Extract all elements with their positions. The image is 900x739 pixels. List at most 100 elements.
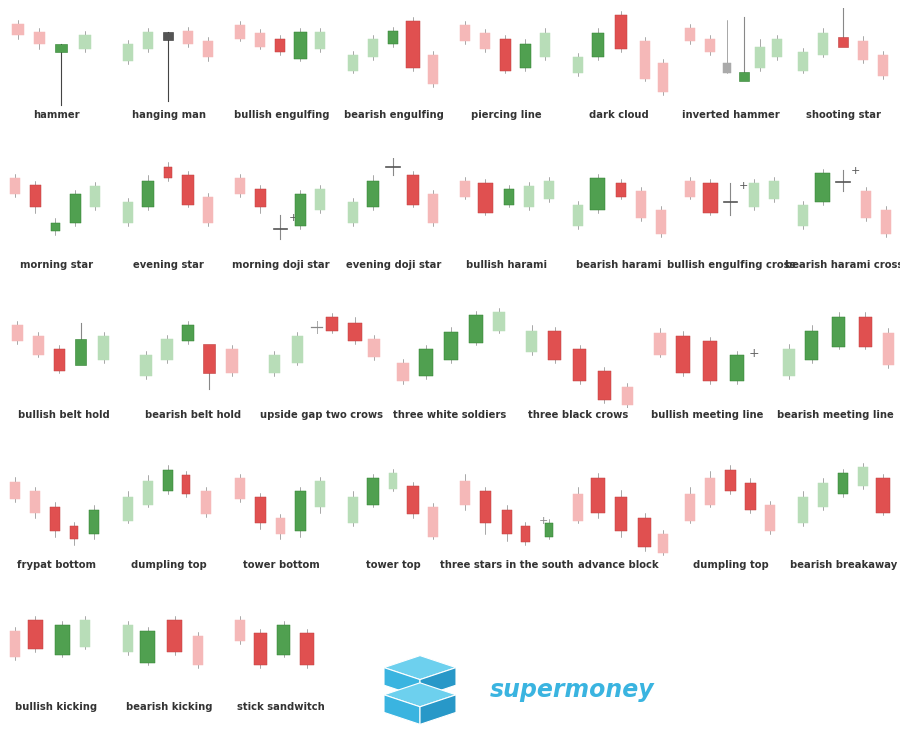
Bar [572,494,583,521]
Bar [98,336,109,360]
Bar [883,333,895,365]
Bar [182,175,194,205]
Bar [55,44,68,52]
Bar [255,497,266,523]
Text: bearish engulfing: bearish engulfing [344,110,444,120]
Text: +: + [749,347,760,360]
Bar [541,33,551,58]
Bar [878,55,888,76]
Text: frypat bottom: frypat bottom [17,560,95,570]
Text: three stars in the south: three stars in the south [439,560,573,570]
Bar [548,330,562,360]
Bar [749,183,759,208]
Text: tower bottom: tower bottom [243,560,320,570]
Bar [183,30,193,44]
Bar [235,178,246,194]
Text: inverted hammer: inverted hammer [682,110,780,120]
Bar [590,178,606,210]
Bar [544,180,554,200]
Bar [685,28,696,41]
Bar [122,44,133,61]
Bar [544,523,553,537]
Bar [202,491,211,514]
Bar [838,473,848,494]
Bar [122,625,133,652]
Bar [685,494,696,521]
Bar [182,475,191,494]
Bar [815,173,831,202]
Text: bearish meeting line: bearish meeting line [778,410,894,420]
Bar [367,180,379,208]
Bar [10,482,21,500]
Bar [622,386,634,405]
Bar [658,534,668,553]
Bar [723,63,731,73]
Bar [275,38,285,52]
Bar [161,338,173,360]
Bar [703,341,716,381]
Bar [739,72,749,81]
Bar [500,38,511,71]
Bar [316,480,326,508]
Bar [572,205,583,226]
Bar [724,470,736,491]
Text: dumpling top: dumpling top [130,560,207,570]
Polygon shape [384,667,420,697]
Bar [91,186,101,208]
Bar [407,486,418,514]
Bar [367,478,379,505]
Bar [407,175,418,205]
Bar [428,194,438,223]
Text: advance block: advance block [579,560,659,570]
Bar [183,325,194,341]
Bar [703,183,718,213]
Bar [706,478,716,505]
Bar [164,167,172,178]
Bar [591,478,605,513]
Bar [140,630,156,663]
Bar [638,518,652,548]
Bar [12,24,23,35]
Bar [301,633,314,665]
Bar [616,497,627,531]
Bar [193,636,203,665]
Text: +: + [739,181,748,191]
Bar [524,186,534,208]
Polygon shape [420,695,456,724]
Text: morning star: morning star [20,260,93,270]
Bar [55,625,69,655]
Bar [783,350,795,376]
Text: bearish breakaway: bearish breakaway [790,560,897,570]
Bar [656,210,666,234]
Text: bearish belt hold: bearish belt hold [145,410,241,420]
Bar [502,510,512,534]
Text: bullish engulfing cross: bullish engulfing cross [667,260,796,270]
Text: shooting star: shooting star [806,110,881,120]
Bar [277,625,291,655]
Bar [347,55,358,71]
Bar [316,32,326,50]
Bar [347,202,358,223]
Bar [347,497,358,523]
Bar [30,185,41,208]
Text: bullish kicking: bullish kicking [15,702,97,712]
Bar [32,336,44,355]
Text: bullish meeting line: bullish meeting line [651,410,763,420]
Text: supermoney: supermoney [490,678,654,702]
Bar [163,32,173,40]
Bar [140,355,152,376]
Bar [28,620,43,650]
Bar [51,223,59,231]
Text: evening doji star: evening doji star [346,260,441,270]
Text: piercing line: piercing line [471,110,542,120]
Bar [254,633,267,665]
Bar [10,630,21,657]
Bar [33,32,45,44]
Polygon shape [420,667,456,697]
Bar [348,323,362,341]
Bar [31,491,40,513]
Polygon shape [384,695,420,724]
Bar [79,35,91,50]
Bar [235,25,246,38]
Bar [481,33,491,50]
